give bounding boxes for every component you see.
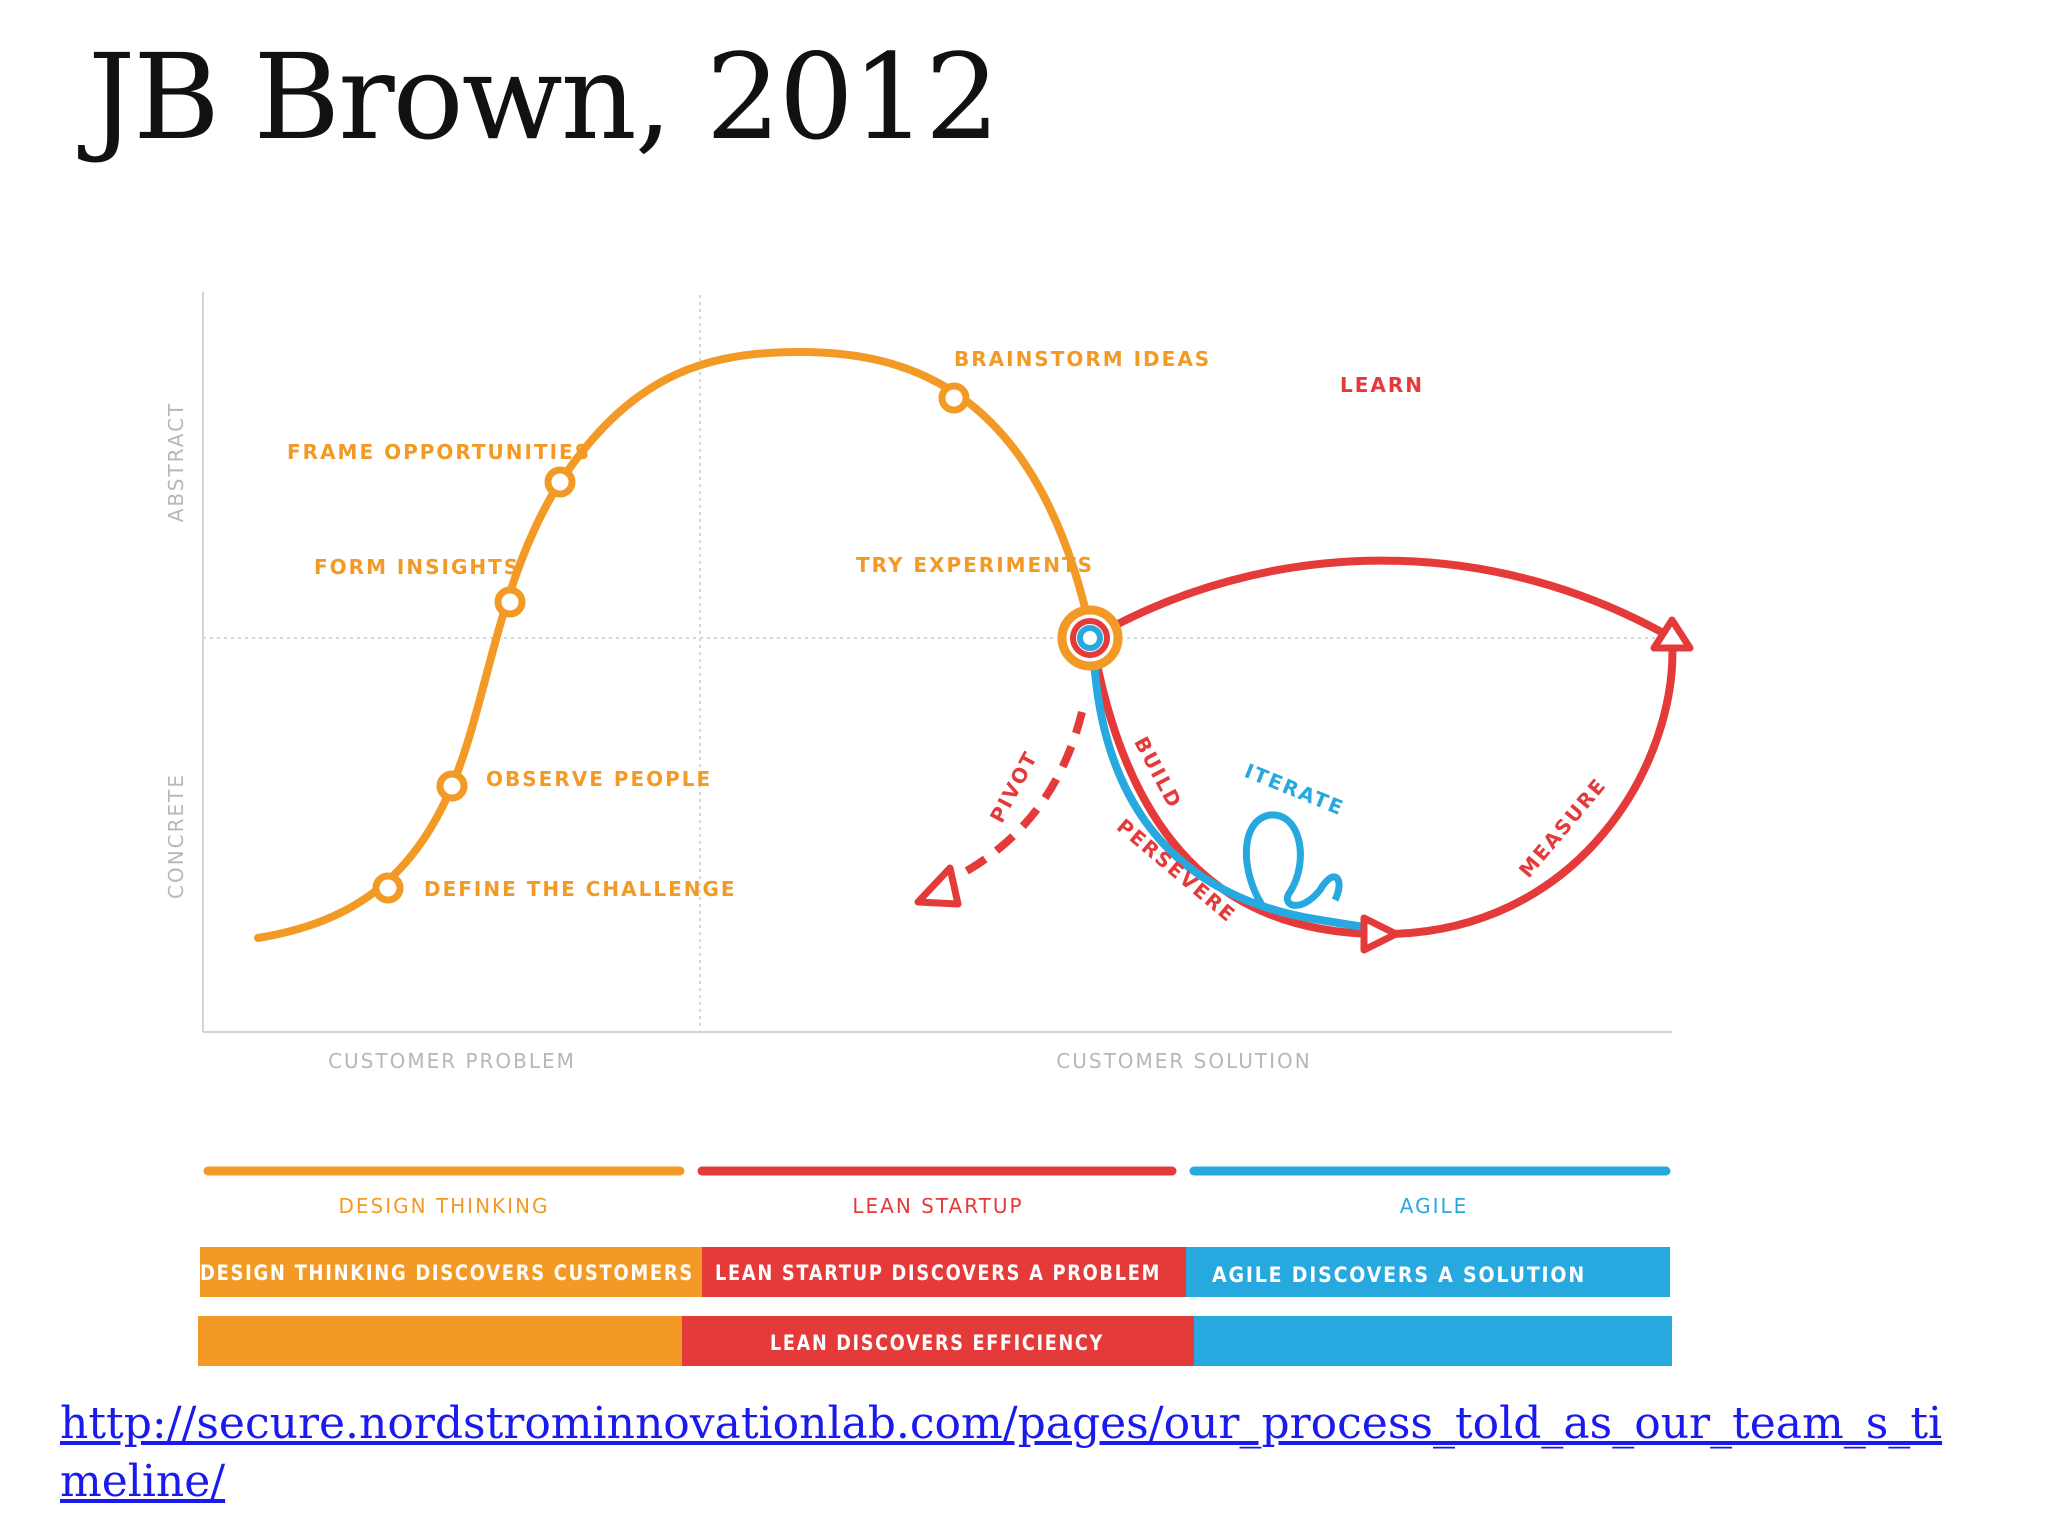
label-form-insights: FORM INSIGHTS xyxy=(314,555,520,579)
persevere-arrowhead xyxy=(1360,914,1400,954)
x-axis-label-problem: CUSTOMER PROBLEM xyxy=(328,1049,576,1073)
label-measure: MEASURE xyxy=(1514,773,1611,882)
node-frame-opportunities xyxy=(544,466,576,498)
bar-lean-discovers-label: LEAN STARTUP DISCOVERS A PROBLEM xyxy=(715,1261,1161,1285)
label-frame-opportunities: FRAME OPPORTUNITIES xyxy=(287,440,591,464)
bar-lean-efficiency-label: LEAN DISCOVERS EFFICIENCY xyxy=(770,1331,1104,1355)
y-axis-label-concrete: CONCRETE xyxy=(164,773,188,899)
y-axis-label-abstract: ABSTRACT xyxy=(164,402,188,523)
bar-lean-discovers xyxy=(702,1247,1186,1297)
hub-core xyxy=(1077,625,1103,651)
source-link[interactable]: http://secure.nordstrominnovationlab.com… xyxy=(60,1398,1943,1508)
label-define-challenge: DEFINE THE CHALLENGE xyxy=(424,877,737,901)
pivot-path xyxy=(948,711,1086,884)
bar-design-discovers-label: DESIGN THINKING DISCOVERS CUSTOMERS xyxy=(200,1261,694,1285)
node-brainstorm-ideas xyxy=(938,382,970,414)
slide-title: JB Brown, 2012 xyxy=(88,28,1000,166)
node-form-insights xyxy=(494,586,526,618)
bar-agile-discovers xyxy=(1186,1247,1670,1297)
bar-design-discovers xyxy=(200,1247,702,1297)
bar-agile-segment xyxy=(1194,1316,1672,1366)
legend-label-agile: AGILE xyxy=(1400,1194,1469,1218)
iterate-loops xyxy=(1243,811,1343,909)
node-observe-people xyxy=(436,770,468,802)
label-persevere: PERSEVERE xyxy=(1112,814,1241,928)
bar-agile-discovers-label: AGILE DISCOVERS A SOLUTION xyxy=(1212,1263,1586,1287)
measure-arrowhead xyxy=(1650,616,1694,652)
pivot-arrowhead xyxy=(914,864,962,908)
node-define-challenge xyxy=(372,872,404,904)
legend-label-design: DESIGN THINKING xyxy=(338,1194,549,1218)
label-learn: LEARN xyxy=(1340,373,1424,397)
legend-label-lean: LEAN STARTUP xyxy=(852,1194,1023,1218)
bar-lean-efficiency xyxy=(682,1316,1194,1366)
label-build: BUILD xyxy=(1129,733,1187,813)
label-observe-people: OBSERVE PEOPLE xyxy=(486,767,712,791)
agile-build-path xyxy=(1090,659,1371,932)
label-brainstorm-ideas: BRAINSTORM IDEAS xyxy=(954,347,1211,371)
label-try-experiments: TRY EXPERIMENTS xyxy=(856,553,1094,577)
x-axis-label-solution: CUSTOMER SOLUTION xyxy=(1056,1049,1311,1073)
bar-design-segment xyxy=(198,1316,682,1366)
label-iterate: ITERATE xyxy=(1241,759,1348,821)
